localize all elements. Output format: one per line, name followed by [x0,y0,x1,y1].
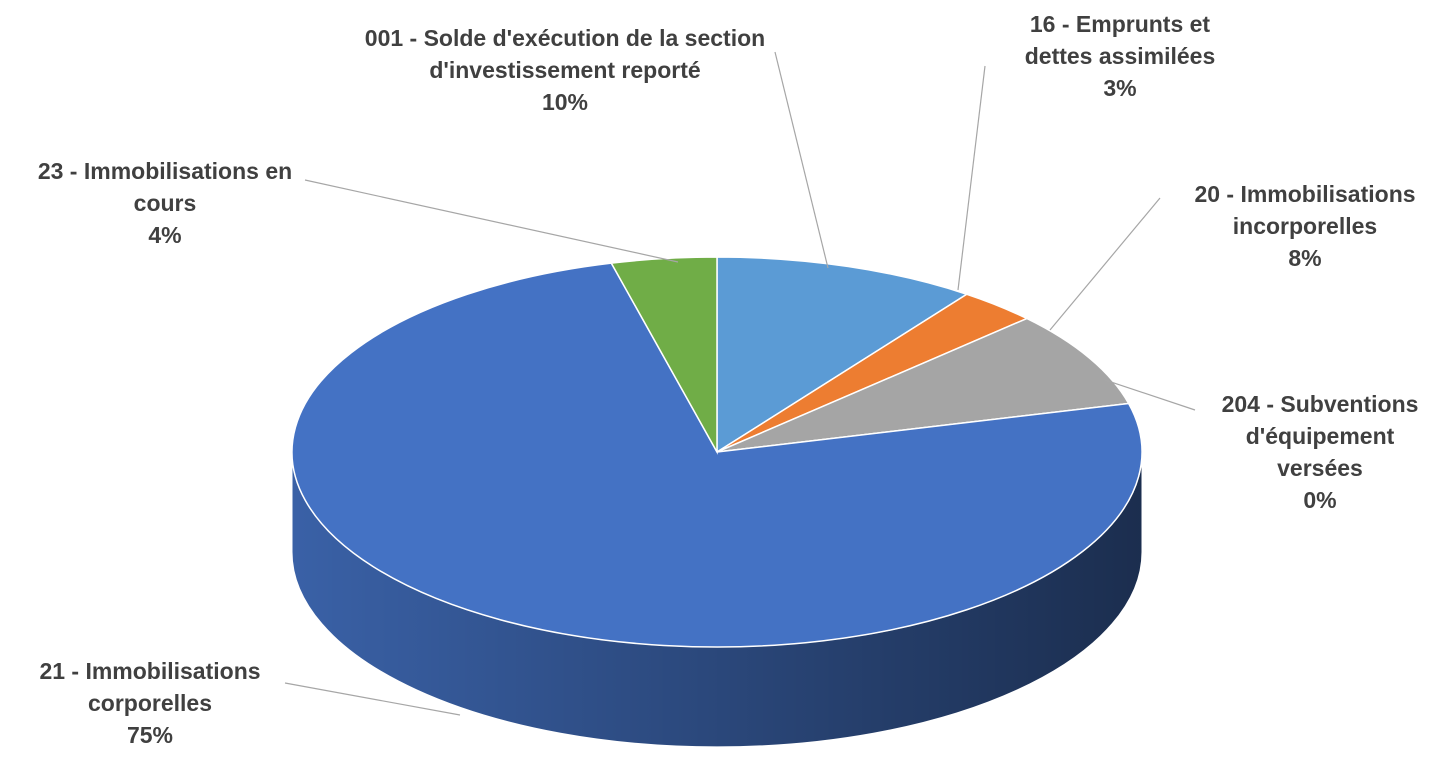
leader-line [957,65,986,291]
category-label: 20 - Immobilisations incorporelles [1194,181,1416,239]
category-label: 16 - Emprunts et dettes assimilées [1024,11,1216,69]
data-label: 16 - Emprunts et dettes assimilées 3% [1000,8,1240,104]
data-label: 21 - Immobilisations corporelles 75% [5,655,295,751]
leader-line [284,682,461,716]
value-label: 8% [1288,245,1322,271]
leader-line [304,179,679,263]
leader-line [1049,197,1161,331]
value-label: 10% [541,89,589,115]
data-label: 23 - Immobilisations en cours 4% [20,155,310,251]
category-label: 204 - Subventions d'équipement versées [1221,391,1419,481]
category-label: 001 - Solde d'exécution de la section d'… [364,25,766,83]
value-label: 0% [1303,487,1337,513]
value-label: 4% [148,222,182,248]
slice [716,317,1130,453]
data-label: 001 - Solde d'exécution de la section d'… [315,22,815,118]
value-label: 3% [1103,75,1137,101]
data-label: 204 - Subventions d'équipement versées 0% [1200,388,1440,516]
leader-line [774,51,829,269]
slice [291,262,1143,648]
value-label: 75% [126,722,174,748]
leader-line [1104,379,1196,411]
category-label: 23 - Immobilisations en cours [37,158,293,216]
category-label: 21 - Immobilisations corporelles [39,658,261,716]
data-label: 20 - Immobilisations incorporelles 8% [1160,178,1450,274]
slice [716,256,969,454]
